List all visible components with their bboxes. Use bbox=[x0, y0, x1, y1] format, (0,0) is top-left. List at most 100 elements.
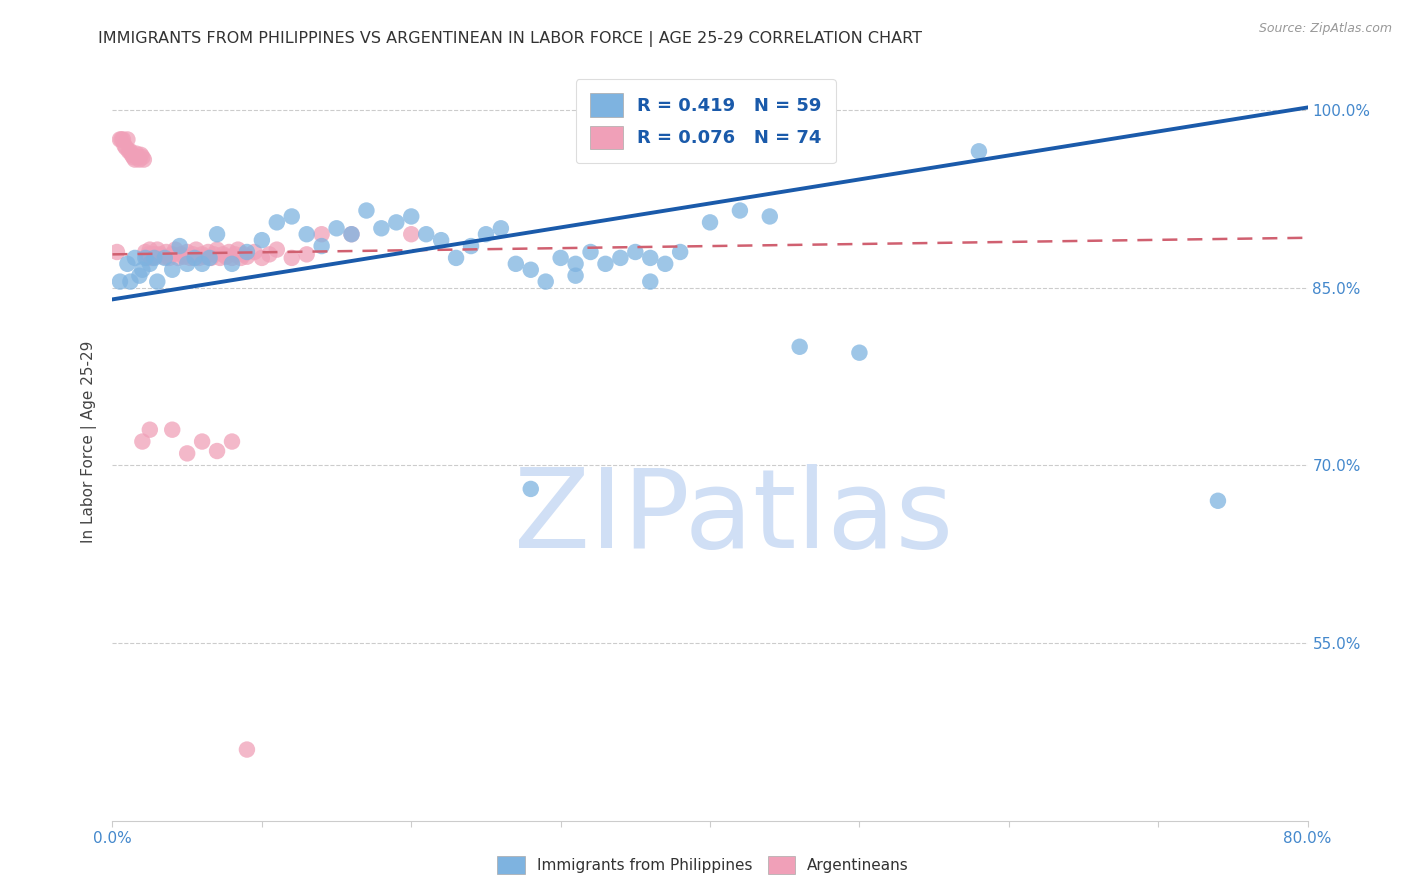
Point bbox=[125, 146, 148, 161]
Point bbox=[149, 247, 172, 261]
Point bbox=[311, 239, 333, 253]
Point bbox=[266, 243, 288, 257]
Point bbox=[259, 247, 281, 261]
Point bbox=[340, 227, 363, 242]
Point bbox=[138, 247, 160, 261]
Point bbox=[143, 251, 166, 265]
Point bbox=[153, 251, 176, 265]
Point bbox=[401, 227, 423, 242]
Point bbox=[146, 275, 169, 289]
Point bbox=[243, 244, 266, 259]
Point bbox=[218, 244, 240, 259]
Point bbox=[640, 275, 662, 289]
Point bbox=[108, 132, 131, 146]
Point bbox=[370, 221, 392, 235]
Point bbox=[132, 153, 155, 167]
Point bbox=[124, 153, 146, 167]
Point bbox=[162, 423, 183, 437]
Point bbox=[155, 244, 177, 259]
Point bbox=[669, 244, 692, 259]
Point bbox=[167, 251, 190, 265]
Point bbox=[967, 145, 990, 159]
Point bbox=[236, 742, 259, 756]
Point bbox=[111, 132, 134, 146]
Point bbox=[505, 257, 527, 271]
Point bbox=[212, 247, 235, 261]
Point bbox=[325, 221, 347, 235]
Point bbox=[200, 251, 222, 265]
Point bbox=[564, 257, 586, 271]
Point bbox=[224, 247, 246, 261]
Point bbox=[118, 145, 141, 159]
Point bbox=[520, 482, 543, 496]
Point bbox=[143, 250, 166, 264]
Point bbox=[139, 243, 162, 257]
Point bbox=[1206, 493, 1229, 508]
Point bbox=[356, 203, 378, 218]
Point bbox=[654, 257, 676, 271]
Point bbox=[162, 262, 183, 277]
Point bbox=[176, 257, 198, 271]
Point bbox=[221, 257, 243, 271]
Point bbox=[624, 244, 647, 259]
Point bbox=[595, 257, 617, 271]
Point bbox=[460, 239, 482, 253]
Point bbox=[141, 251, 163, 265]
Point bbox=[146, 243, 169, 257]
Point bbox=[122, 150, 145, 164]
Point bbox=[108, 275, 131, 289]
Point bbox=[135, 251, 157, 265]
Point bbox=[789, 340, 811, 354]
Point bbox=[233, 247, 256, 261]
Text: Source: ZipAtlas.com: Source: ZipAtlas.com bbox=[1258, 22, 1392, 36]
Point bbox=[520, 262, 543, 277]
Point bbox=[176, 446, 198, 460]
Point bbox=[120, 145, 142, 159]
Point bbox=[181, 247, 204, 261]
Point bbox=[759, 210, 782, 224]
Point bbox=[191, 247, 214, 261]
Point bbox=[131, 262, 153, 277]
Point bbox=[124, 251, 146, 265]
Point bbox=[157, 251, 180, 265]
Point bbox=[215, 250, 238, 264]
Point bbox=[699, 215, 721, 229]
Point bbox=[198, 251, 221, 265]
Point bbox=[205, 227, 228, 242]
Legend: R = 0.419   N = 59, R = 0.076   N = 74: R = 0.419 N = 59, R = 0.076 N = 74 bbox=[575, 79, 835, 163]
Point bbox=[131, 150, 153, 164]
Point bbox=[534, 275, 557, 289]
Point bbox=[550, 251, 572, 265]
Point bbox=[250, 233, 273, 247]
Point bbox=[191, 434, 214, 449]
Point bbox=[266, 215, 288, 229]
Point bbox=[564, 268, 586, 283]
Point bbox=[169, 239, 191, 253]
Point bbox=[205, 444, 228, 458]
Point bbox=[226, 243, 249, 257]
Point bbox=[579, 244, 602, 259]
Point bbox=[385, 215, 408, 229]
Point bbox=[489, 221, 512, 235]
Text: ZIPatlas: ZIPatlas bbox=[515, 464, 953, 571]
Point bbox=[848, 345, 870, 359]
Point bbox=[202, 247, 225, 261]
Point bbox=[191, 257, 214, 271]
Point bbox=[229, 251, 252, 265]
Point bbox=[415, 227, 437, 242]
Point bbox=[186, 243, 208, 257]
Point bbox=[209, 251, 232, 265]
Point bbox=[170, 247, 193, 261]
Y-axis label: In Labor Force | Age 25-29: In Labor Force | Age 25-29 bbox=[80, 341, 97, 542]
Point bbox=[117, 257, 139, 271]
Point bbox=[640, 251, 662, 265]
Point bbox=[105, 244, 128, 259]
Point bbox=[236, 250, 259, 264]
Point bbox=[121, 148, 143, 162]
Point bbox=[183, 251, 205, 265]
Point bbox=[165, 243, 187, 257]
Point bbox=[134, 244, 156, 259]
Point bbox=[131, 434, 153, 449]
Point bbox=[188, 251, 211, 265]
Point bbox=[728, 203, 751, 218]
